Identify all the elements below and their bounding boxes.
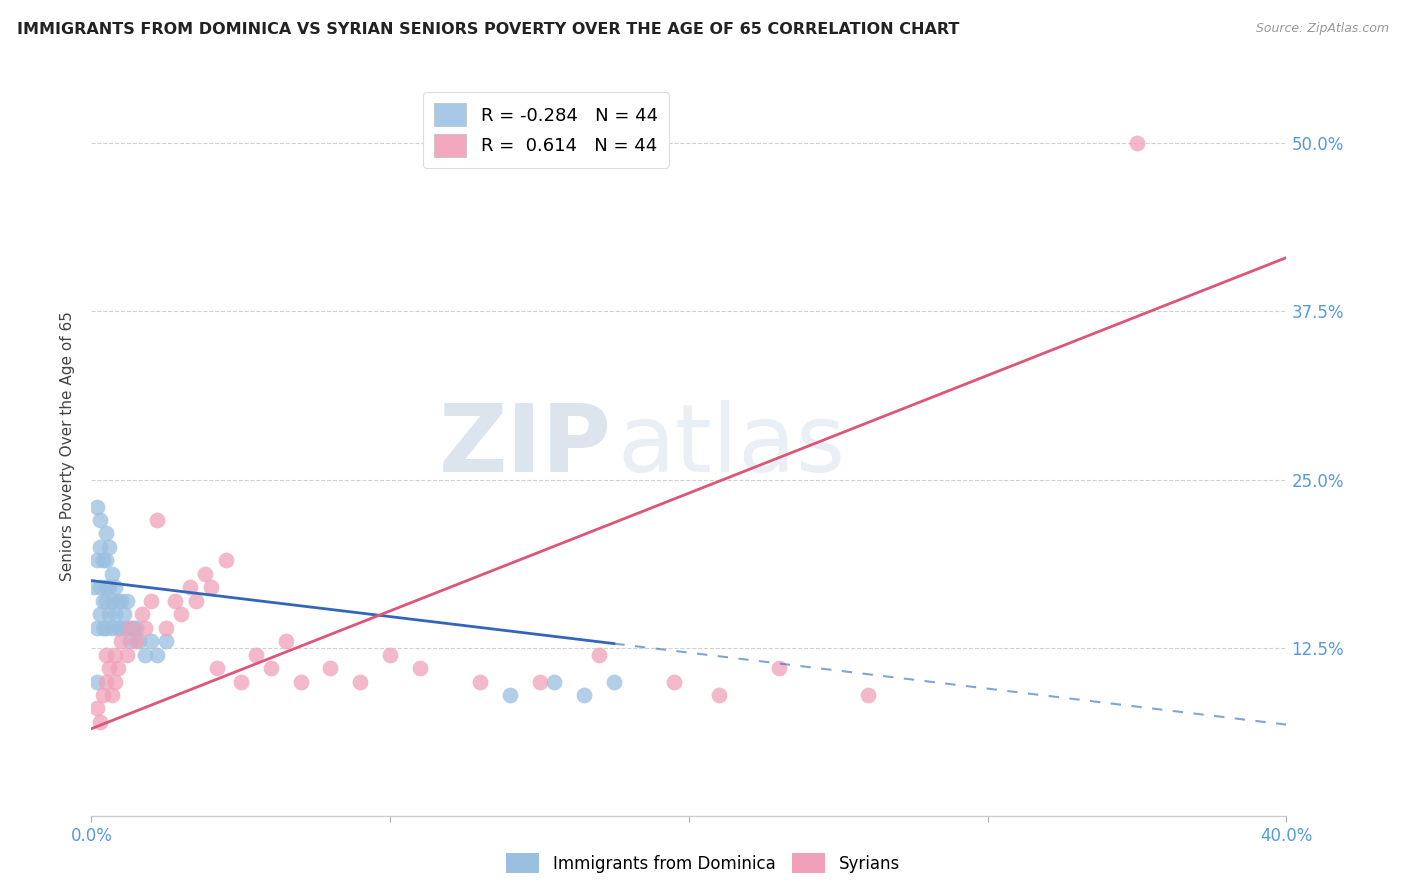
Text: Source: ZipAtlas.com: Source: ZipAtlas.com xyxy=(1256,22,1389,36)
Point xyxy=(122,621,145,635)
Point xyxy=(98,580,121,594)
Point xyxy=(170,607,193,622)
Point xyxy=(146,648,169,662)
Point xyxy=(96,674,118,689)
Point xyxy=(163,594,186,608)
Point xyxy=(89,607,111,622)
Point xyxy=(110,634,132,648)
Point xyxy=(83,580,105,594)
Point xyxy=(245,648,267,662)
Point xyxy=(89,513,111,527)
Legend: Immigrants from Dominica, Syrians: Immigrants from Dominica, Syrians xyxy=(498,845,908,881)
Point xyxy=(290,674,312,689)
Point xyxy=(768,661,790,675)
Point xyxy=(141,594,163,608)
Point xyxy=(125,621,148,635)
Point xyxy=(131,607,153,622)
Point xyxy=(179,580,201,594)
Point xyxy=(101,594,124,608)
Point xyxy=(1126,136,1149,150)
Point xyxy=(468,674,491,689)
Point xyxy=(215,553,238,567)
Point xyxy=(98,661,121,675)
Point xyxy=(120,634,142,648)
Text: ZIP: ZIP xyxy=(439,400,612,492)
Point xyxy=(134,648,156,662)
Point xyxy=(96,553,118,567)
Point xyxy=(101,688,124,702)
Point xyxy=(574,688,596,702)
Point xyxy=(146,513,169,527)
Point xyxy=(409,661,432,675)
Point xyxy=(96,621,118,635)
Point xyxy=(194,566,217,581)
Point xyxy=(858,688,880,702)
Point xyxy=(86,701,108,715)
Point xyxy=(155,634,177,648)
Point xyxy=(104,580,127,594)
Point xyxy=(93,553,115,567)
Point xyxy=(707,688,730,702)
Point xyxy=(200,580,222,594)
Point xyxy=(89,580,111,594)
Point xyxy=(115,621,138,635)
Point xyxy=(380,648,402,662)
Point xyxy=(115,648,138,662)
Point xyxy=(104,648,127,662)
Point xyxy=(86,500,108,514)
Point xyxy=(603,674,626,689)
Point xyxy=(259,661,281,675)
Point xyxy=(662,674,685,689)
Point xyxy=(96,526,118,541)
Point xyxy=(101,566,124,581)
Point xyxy=(588,648,610,662)
Point xyxy=(89,714,111,729)
Point xyxy=(96,648,118,662)
Point xyxy=(274,634,297,648)
Point xyxy=(141,634,163,648)
Point xyxy=(115,594,138,608)
Point xyxy=(93,621,115,635)
Point xyxy=(86,621,108,635)
Point xyxy=(98,540,121,554)
Point xyxy=(543,674,565,689)
Point xyxy=(349,674,371,689)
Point xyxy=(101,621,124,635)
Point xyxy=(89,540,111,554)
Point xyxy=(93,594,115,608)
Point xyxy=(120,621,142,635)
Point xyxy=(86,674,108,689)
Point xyxy=(499,688,522,702)
Point xyxy=(125,634,148,648)
Point xyxy=(134,621,156,635)
Point xyxy=(155,621,177,635)
Point xyxy=(86,553,108,567)
Point xyxy=(112,607,135,622)
Point xyxy=(319,661,342,675)
Point xyxy=(104,674,127,689)
Point xyxy=(107,661,129,675)
Point xyxy=(96,580,118,594)
Legend: R = -0.284   N = 44, R =  0.614   N = 44: R = -0.284 N = 44, R = 0.614 N = 44 xyxy=(423,92,669,168)
Point xyxy=(184,594,207,608)
Point xyxy=(205,661,228,675)
Point xyxy=(104,607,127,622)
Point xyxy=(128,634,150,648)
Point xyxy=(229,674,252,689)
Point xyxy=(93,688,115,702)
Point xyxy=(110,594,132,608)
Text: atlas: atlas xyxy=(617,400,845,492)
Point xyxy=(96,594,118,608)
Y-axis label: Seniors Poverty Over the Age of 65: Seniors Poverty Over the Age of 65 xyxy=(60,311,76,581)
Text: IMMIGRANTS FROM DOMINICA VS SYRIAN SENIORS POVERTY OVER THE AGE OF 65 CORRELATIO: IMMIGRANTS FROM DOMINICA VS SYRIAN SENIO… xyxy=(17,22,959,37)
Point xyxy=(107,594,129,608)
Point xyxy=(529,674,551,689)
Point xyxy=(110,621,132,635)
Point xyxy=(98,607,121,622)
Point xyxy=(107,621,129,635)
